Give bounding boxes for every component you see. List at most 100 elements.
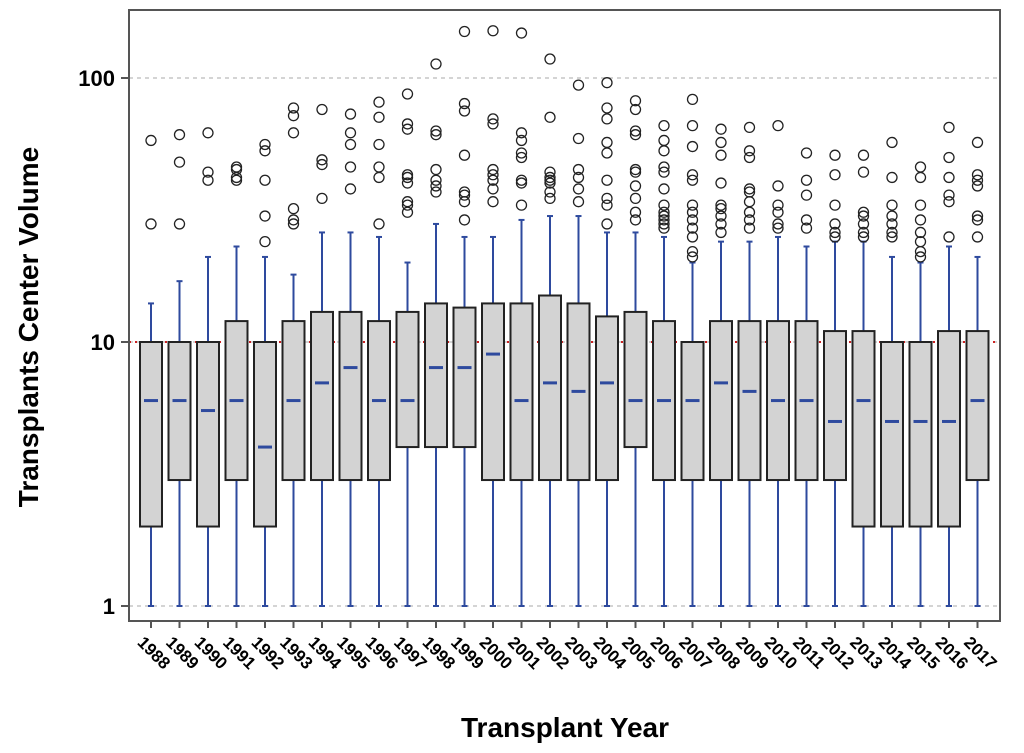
outlier-point <box>772 119 784 132</box>
iqr-box <box>253 341 277 528</box>
outlier-point <box>715 226 727 239</box>
outlier-point <box>601 77 613 89</box>
outlier-point <box>487 25 499 37</box>
outlier-point <box>886 199 898 211</box>
outlier-point <box>544 174 556 186</box>
outlier-point <box>658 218 670 230</box>
boxes-group <box>139 25 990 607</box>
outlier-point <box>401 199 414 211</box>
outlier-point <box>886 210 898 222</box>
outlier-point <box>658 222 670 234</box>
outlier-point <box>715 218 727 230</box>
outlier-point <box>829 226 841 239</box>
box-2007 <box>680 93 705 607</box>
iqr-box <box>452 306 477 449</box>
outlier-point <box>401 88 414 100</box>
outlier-point <box>487 174 499 186</box>
outlier-point <box>658 210 670 222</box>
outlier-point <box>202 174 214 186</box>
outlier-point <box>772 206 784 218</box>
iqr-box <box>310 310 334 482</box>
outlier-point <box>772 218 784 230</box>
outlier-point <box>943 231 955 243</box>
box-2016 <box>937 121 961 607</box>
outlier-point <box>401 171 414 184</box>
box-1988 <box>139 134 163 607</box>
outlier-point <box>601 218 613 230</box>
box-2010 <box>766 119 790 607</box>
outlier-point <box>287 214 300 226</box>
outlier-point <box>515 177 528 189</box>
outlier-point <box>800 189 813 201</box>
outlier-point <box>515 27 528 39</box>
outlier-point <box>658 166 670 178</box>
outlier-point <box>401 123 414 135</box>
outlier-point <box>658 134 670 147</box>
outlier-point <box>800 214 813 226</box>
outlier-point <box>829 218 841 230</box>
iqr-box <box>538 294 562 482</box>
outlier-point <box>401 196 414 208</box>
outlier-point <box>658 206 670 218</box>
outlier-point <box>857 206 870 218</box>
outlier-point <box>601 102 613 114</box>
outlier-point <box>829 149 841 161</box>
iqr-box <box>424 302 448 449</box>
outlier-point <box>259 235 271 248</box>
iqr-box <box>851 330 876 528</box>
box-2003 <box>566 79 591 607</box>
outlier-point <box>601 113 613 125</box>
iqr-box <box>623 310 648 449</box>
outlier-point <box>686 214 699 226</box>
outlier-point <box>686 119 699 132</box>
outlier-point <box>686 206 699 218</box>
iqr-box <box>595 315 619 482</box>
outlier-point <box>629 103 642 116</box>
iqr-box <box>709 320 733 482</box>
outlier-point <box>715 136 727 149</box>
box-1994 <box>310 103 334 607</box>
iqr-box <box>395 310 420 449</box>
iqr-box <box>908 341 933 528</box>
outlier-point <box>515 151 528 164</box>
outlier-point <box>971 214 984 226</box>
box-2017 <box>965 136 990 607</box>
outlier-point <box>458 149 471 161</box>
outlier-point <box>458 186 471 198</box>
outlier-point <box>259 210 271 222</box>
outlier-point <box>914 226 927 239</box>
box-2014 <box>880 136 904 607</box>
iqr-box <box>509 302 534 482</box>
box-2013 <box>851 149 876 607</box>
outlier-point <box>230 161 243 173</box>
outlier-point <box>914 161 927 173</box>
outlier-point <box>487 163 499 176</box>
box-1995 <box>338 108 363 607</box>
outlier-point <box>857 226 870 239</box>
outlier-point <box>287 218 300 230</box>
outlier-point <box>487 183 499 195</box>
iqr-box <box>965 330 990 482</box>
outlier-point <box>572 196 585 208</box>
outlier-point <box>629 180 642 192</box>
outlier-point <box>173 156 186 168</box>
y-axis: 1 10 100 <box>78 66 129 619</box>
outlier-point <box>686 251 699 263</box>
outlier-point <box>629 214 642 226</box>
outlier-point <box>259 145 271 157</box>
outlier-point <box>629 125 642 137</box>
outlier-point <box>800 147 813 159</box>
outlier-point <box>401 118 414 130</box>
outlier-point <box>743 183 756 195</box>
outlier-point <box>715 210 727 222</box>
outlier-point <box>686 199 699 211</box>
outlier-point <box>658 199 670 211</box>
outlier-point <box>316 154 328 166</box>
outlier-point <box>572 171 585 184</box>
outlier-point <box>829 231 841 243</box>
outlier-point <box>487 196 499 208</box>
outlier-point <box>344 161 357 173</box>
box-2002 <box>538 53 562 607</box>
outlier-point <box>487 118 499 130</box>
box-2011 <box>794 147 819 607</box>
